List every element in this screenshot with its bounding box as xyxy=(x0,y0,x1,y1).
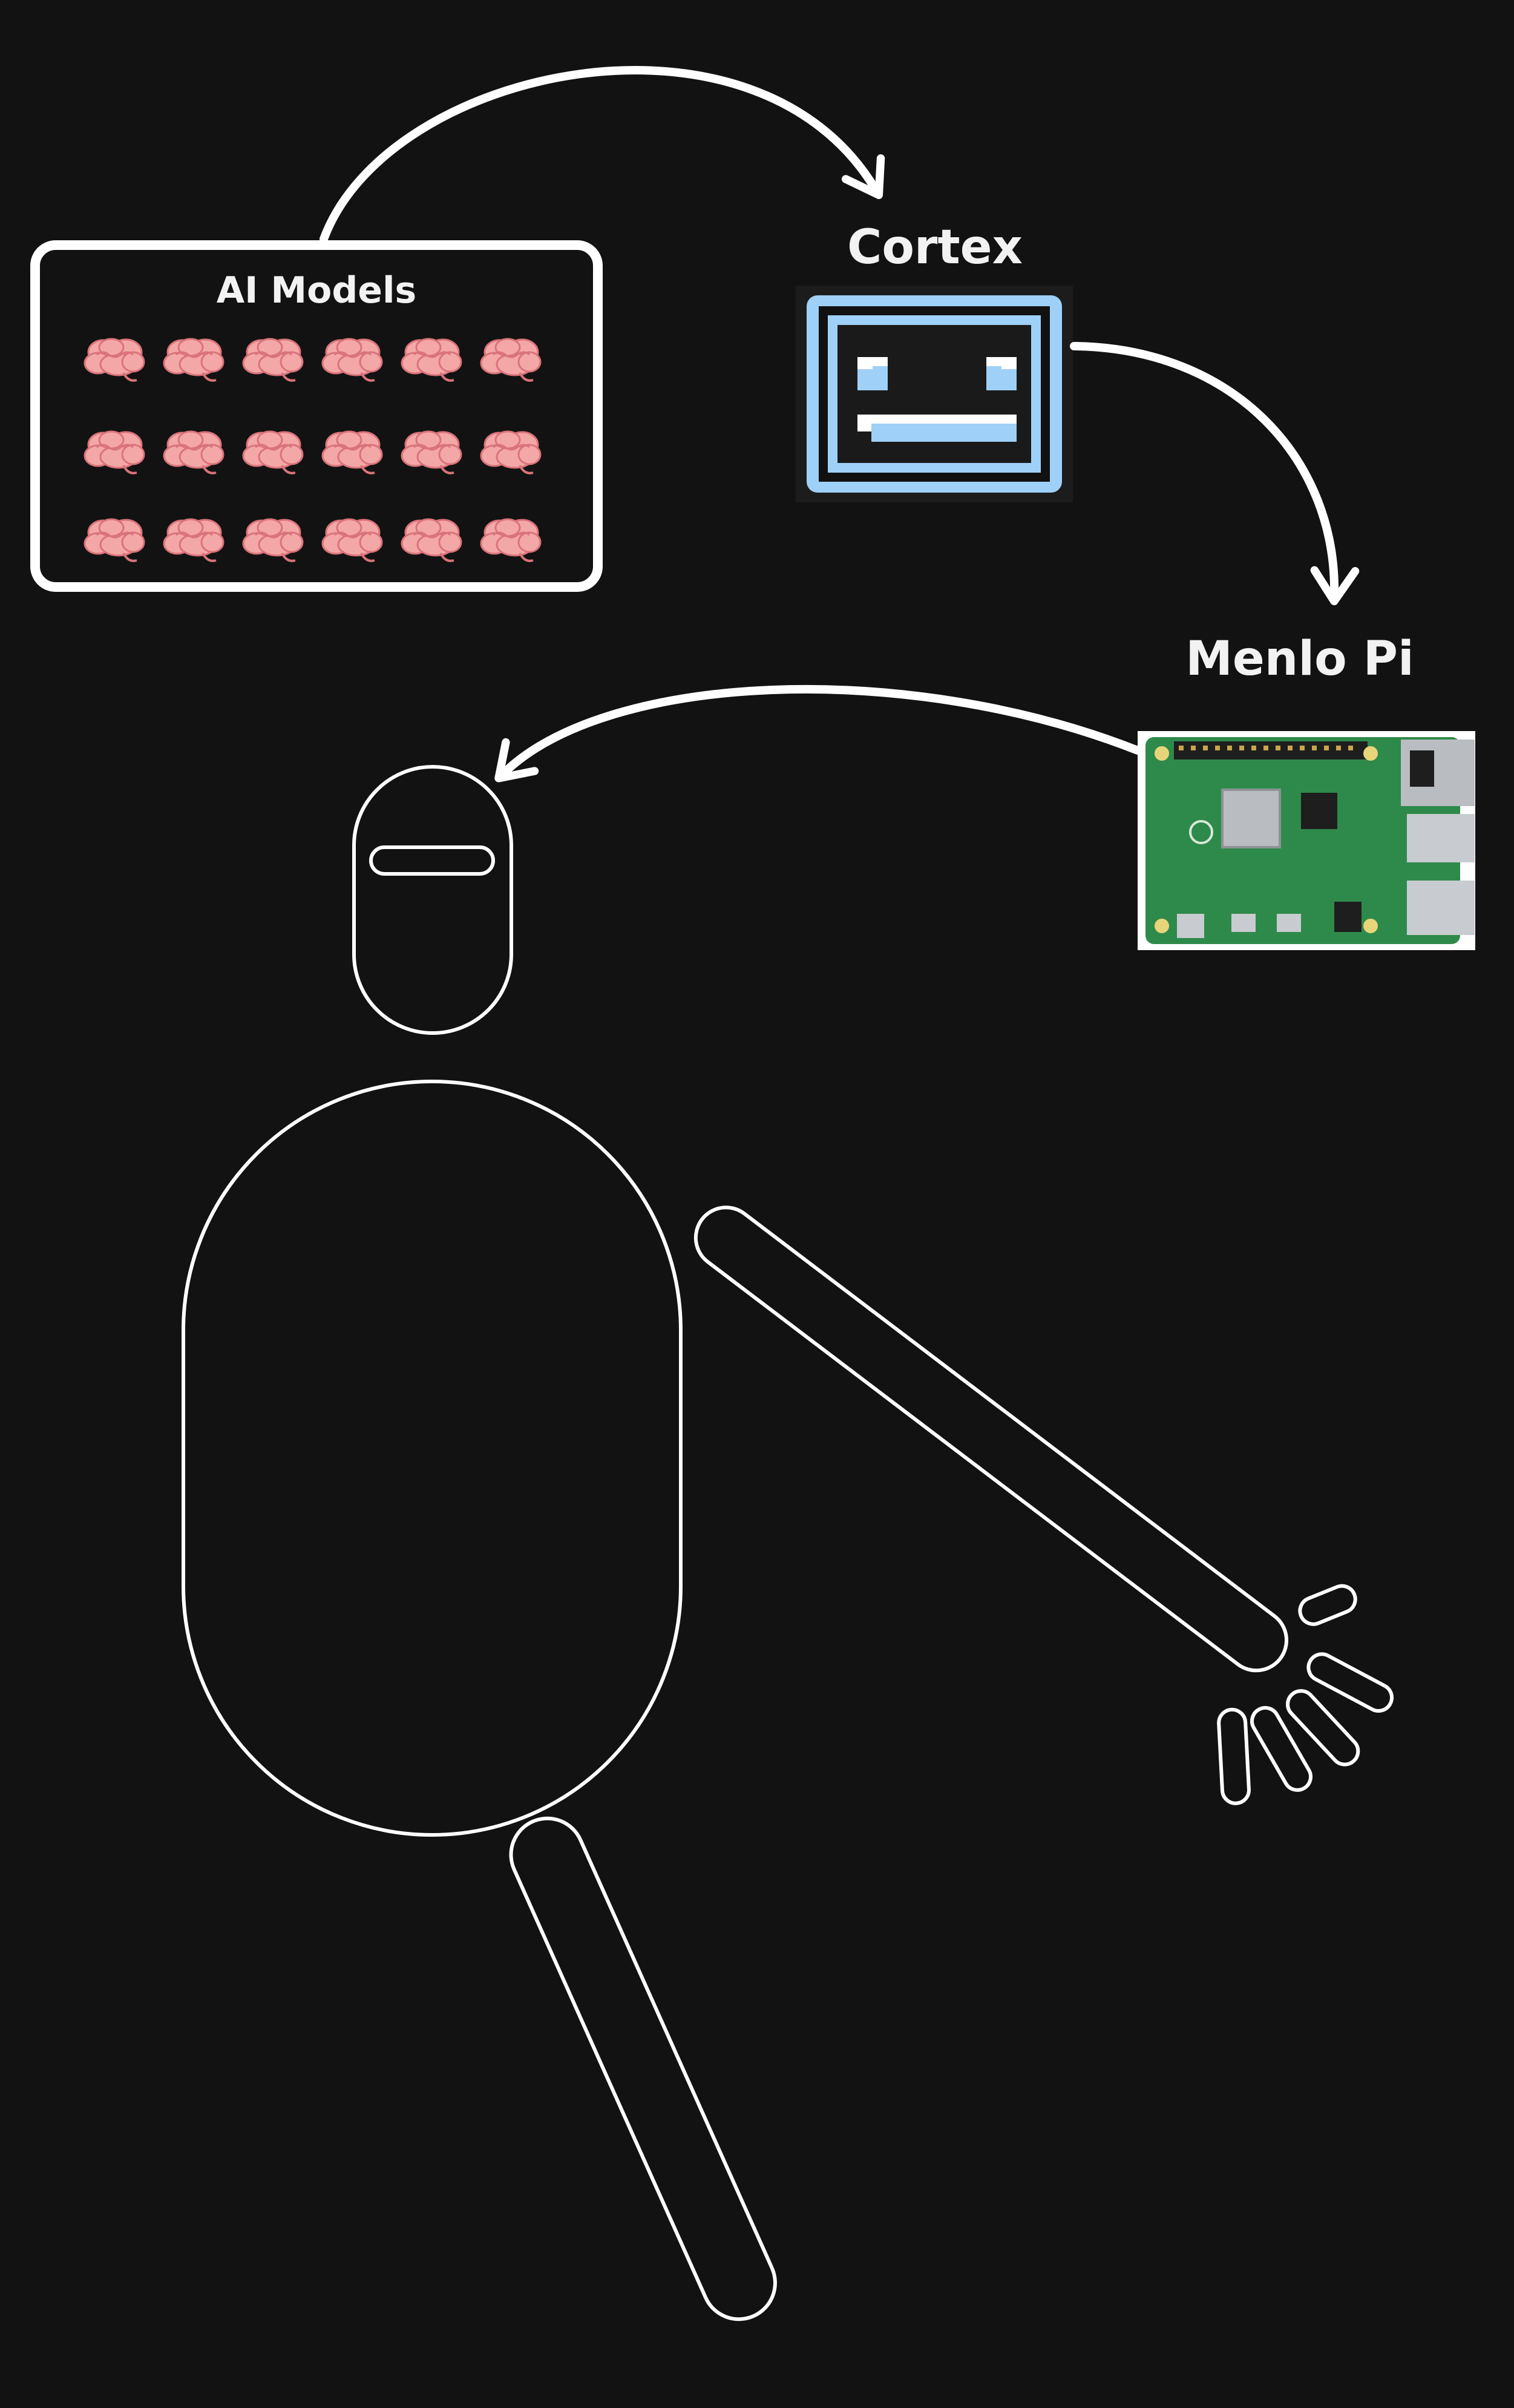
brain-icon xyxy=(84,518,145,562)
brain-icon xyxy=(242,338,304,382)
brain-icon xyxy=(480,518,542,562)
cortex-icon xyxy=(796,286,1073,502)
raspberry-pi-board-icon xyxy=(1138,731,1475,950)
robot-arm xyxy=(693,1206,1289,1673)
ai-models-label: AI Models xyxy=(217,269,417,312)
robot-finger xyxy=(1217,1707,1251,1805)
brain-icon xyxy=(401,430,462,474)
brain-icon xyxy=(401,338,462,382)
brain-grid xyxy=(84,338,542,562)
arrow-cortex-to-menlo-pi xyxy=(1070,342,1360,606)
brain-icon xyxy=(480,430,542,474)
brain-icon xyxy=(163,338,224,382)
brain-icon xyxy=(242,518,304,562)
robot-leg xyxy=(509,1816,777,2321)
brain-icon xyxy=(84,430,145,474)
cortex-label: Cortex xyxy=(847,220,1023,275)
robot-finger xyxy=(1250,1706,1312,1792)
arrow-models-to-cortex xyxy=(320,66,885,243)
menlo-pi-label: Menlo Pi xyxy=(1185,632,1414,686)
brain-icon xyxy=(163,518,224,562)
robot-finger xyxy=(1286,1689,1360,1767)
brain-icon xyxy=(401,518,462,562)
brain-icon xyxy=(84,338,145,382)
brain-icon xyxy=(321,338,383,382)
arrow-menlo-pi-to-robot xyxy=(494,685,1142,782)
brain-icon xyxy=(163,430,224,474)
robot-head xyxy=(352,765,513,1035)
robot-visor xyxy=(369,845,495,876)
brain-icon xyxy=(242,430,304,474)
ai-models-box: AI Models xyxy=(30,240,603,592)
robot-figure xyxy=(182,765,1394,2321)
robot-finger xyxy=(1306,1652,1394,1713)
robot-finger xyxy=(1298,1584,1357,1626)
brain-icon xyxy=(480,338,542,382)
brain-icon xyxy=(321,430,383,474)
robot-body xyxy=(182,1080,683,1837)
brain-icon xyxy=(321,518,383,562)
